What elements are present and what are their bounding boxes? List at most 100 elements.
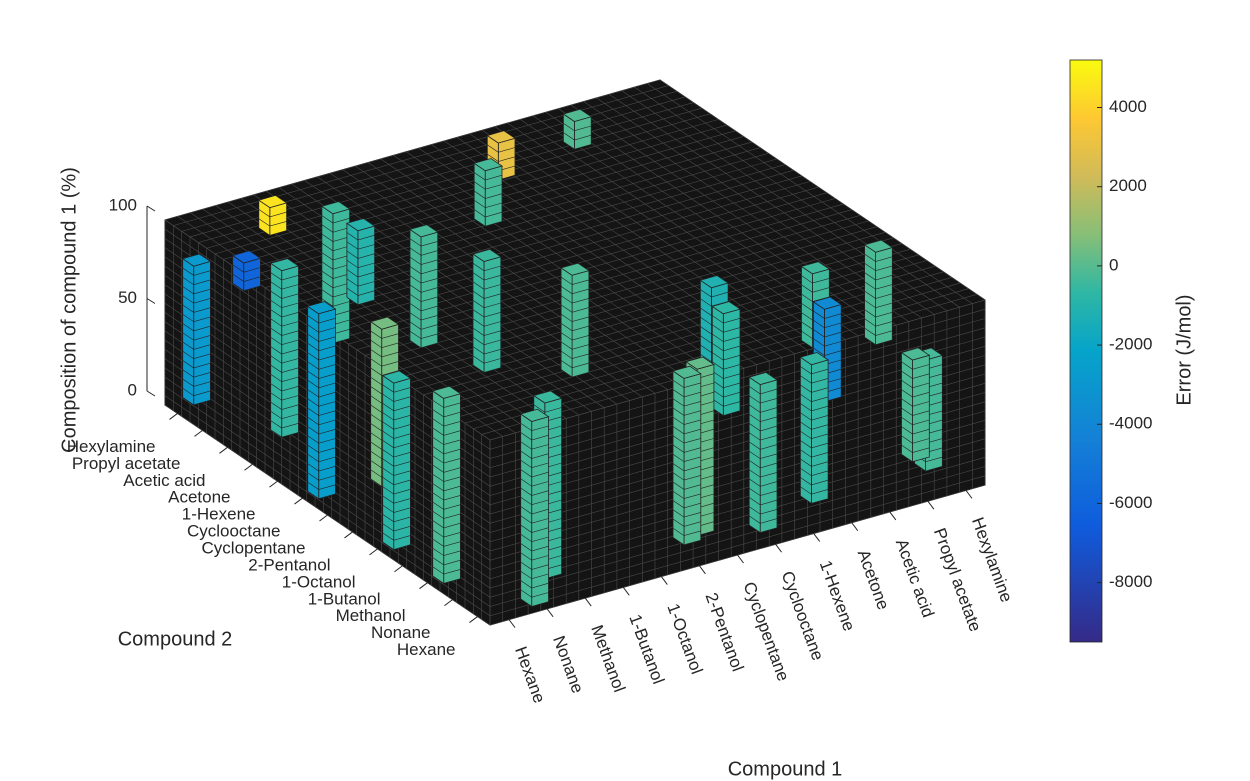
voxel-edge	[813, 329, 842, 338]
voxel-edge	[270, 346, 299, 355]
voxel-edge	[270, 420, 299, 429]
column	[381, 370, 412, 551]
voxel-edge	[409, 321, 438, 330]
column-face	[519, 408, 550, 422]
voxel-edge	[901, 389, 930, 398]
voxel-edge	[307, 370, 336, 379]
voxel-edge	[432, 455, 461, 464]
x-tick	[622, 587, 630, 596]
voxel-edge	[560, 332, 589, 341]
column-face	[181, 253, 212, 267]
voxel-edge	[672, 509, 701, 518]
voxel-edge	[474, 200, 503, 209]
voxel-edge	[432, 399, 461, 408]
voxel-edge	[520, 460, 549, 469]
column-face	[431, 385, 462, 399]
column-face	[812, 296, 843, 310]
voxel-edge	[409, 330, 438, 339]
voxel-edge	[712, 380, 741, 389]
voxel-edge	[520, 561, 549, 570]
y-tick	[194, 429, 203, 437]
colorbar-tick-label: -8000	[1109, 572, 1152, 591]
column	[672, 365, 702, 546]
voxel-edge	[800, 440, 829, 449]
z-tick	[146, 298, 156, 304]
voxel-edge	[346, 287, 375, 296]
voxel-edge	[382, 458, 411, 467]
voxel-edge	[432, 446, 461, 455]
voxel-edge	[520, 534, 549, 543]
voxel-edge	[270, 281, 299, 290]
voxel-edge	[864, 281, 893, 290]
voxel-edge	[472, 281, 501, 290]
voxel-edge	[270, 355, 299, 364]
voxel-edge	[749, 469, 778, 478]
voxel-edge	[270, 401, 299, 410]
voxel-edge	[520, 571, 549, 580]
voxel-grid-line	[164, 377, 986, 598]
voxel-edge	[307, 380, 336, 389]
voxel-edge	[672, 500, 701, 509]
voxel-edge	[432, 566, 461, 575]
y-tick	[294, 497, 303, 505]
voxel-edge	[800, 467, 829, 477]
column-face	[345, 218, 376, 232]
voxel-edge	[864, 272, 893, 281]
voxel-edge	[560, 350, 589, 359]
voxel-edge	[432, 510, 461, 519]
voxel-edge	[520, 524, 549, 533]
voxel-edge	[813, 347, 842, 356]
y-tick-label: Propyl acetate	[72, 454, 181, 473]
column-face	[571, 270, 590, 378]
voxel-edge	[749, 506, 778, 515]
x-tick	[508, 619, 516, 628]
z-tick	[146, 390, 156, 397]
voxel-edge	[672, 490, 701, 499]
voxel-edge	[346, 260, 375, 269]
column-face	[748, 371, 778, 386]
voxel-edge	[432, 409, 461, 418]
column-face	[912, 354, 930, 463]
voxel-edge	[382, 412, 411, 421]
y-tick-label: Nonane	[371, 623, 431, 642]
voxel-edge	[520, 552, 549, 561]
voxel-edge	[672, 518, 701, 527]
voxel-edge	[182, 350, 211, 360]
voxel-edge	[749, 432, 778, 441]
x-tick-label: Nonane	[549, 633, 587, 695]
voxel-edge	[258, 218, 287, 227]
voxel-edge	[182, 267, 211, 276]
voxel-edge	[270, 309, 299, 318]
voxel-edge	[270, 300, 299, 309]
voxel-edge	[370, 367, 399, 376]
column	[560, 262, 590, 378]
voxel-edge	[560, 360, 589, 369]
column-face	[685, 356, 715, 370]
voxel-edge	[382, 440, 411, 449]
voxel-edge	[901, 444, 930, 453]
x-tick	[584, 597, 592, 607]
voxel-edge	[800, 375, 829, 384]
voxel-edge	[472, 272, 501, 281]
colorbar-tick-label: -2000	[1109, 335, 1152, 354]
column-face	[473, 158, 503, 172]
column-face	[243, 257, 261, 292]
voxel-edge	[270, 337, 299, 346]
voxel-edge	[749, 515, 778, 524]
voxel-edge	[409, 303, 438, 312]
column-face	[901, 351, 913, 463]
column	[519, 408, 550, 608]
voxel-edge	[472, 327, 501, 336]
y-tick-label: 1-Butanol	[308, 589, 381, 608]
y-axis-label: Compound 2	[118, 628, 233, 650]
column-face	[900, 347, 931, 361]
x-tick	[889, 511, 897, 521]
voxel-edge	[520, 478, 549, 487]
voxel-edge	[800, 384, 829, 393]
voxel-edge	[864, 263, 893, 272]
voxel-edge	[800, 477, 829, 486]
voxel-edge	[472, 355, 501, 364]
voxel-edge	[800, 393, 829, 403]
column-face	[257, 194, 288, 209]
z-tick-label: 50	[118, 288, 137, 307]
